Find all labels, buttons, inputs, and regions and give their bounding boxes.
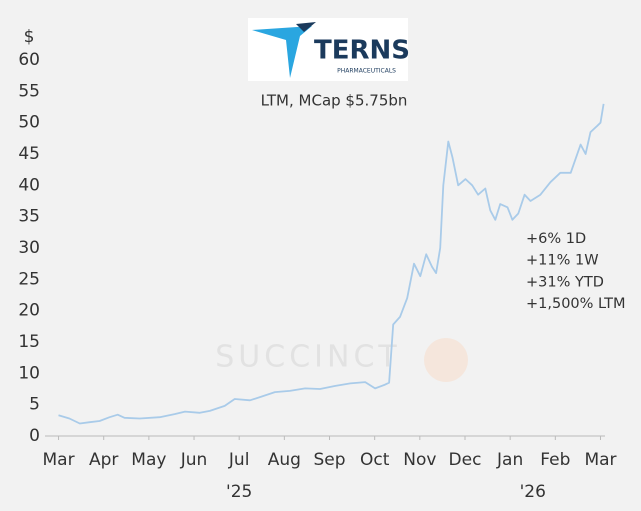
x-tick-label: Dec bbox=[449, 450, 482, 470]
year-label: '26 bbox=[520, 482, 546, 502]
x-tick-label: Sep bbox=[313, 450, 345, 470]
y-tick-label: 20 bbox=[18, 301, 40, 321]
y-tick-label: 35 bbox=[18, 207, 40, 227]
year-label: '25 bbox=[226, 482, 252, 502]
y-tick-label: 0 bbox=[29, 426, 40, 446]
x-tick-label: Jan bbox=[496, 450, 523, 470]
x-tick-label: Nov bbox=[403, 450, 436, 470]
x-tick-label: Apr bbox=[89, 450, 118, 470]
y-tick-label: 40 bbox=[18, 175, 40, 195]
logo-text: TERNS bbox=[314, 36, 410, 66]
x-tick-label: Jun bbox=[180, 450, 208, 470]
price-line bbox=[58, 103, 605, 425]
y-tick-label: 60 bbox=[18, 50, 40, 70]
annotation: +6% 1D bbox=[526, 231, 586, 247]
y-tick-label: 10 bbox=[18, 363, 40, 383]
y-tick-label: 45 bbox=[18, 144, 40, 164]
x-tick-label: May bbox=[131, 450, 166, 470]
y-axis-label: $ bbox=[24, 27, 35, 47]
watermark: SUCCINCT bbox=[215, 340, 400, 375]
x-tick-label: Aug bbox=[268, 450, 301, 470]
watermark-icon bbox=[424, 338, 468, 382]
x-tick-label: Jul bbox=[228, 450, 250, 470]
logo-icon-tip bbox=[296, 22, 316, 32]
x-tick-label: Feb bbox=[540, 450, 570, 470]
y-tick-label: 5 bbox=[29, 395, 40, 415]
y-tick-label: 50 bbox=[18, 113, 40, 133]
y-tick-label: 30 bbox=[18, 238, 40, 258]
annotation: +11% 1W bbox=[526, 253, 599, 269]
annotation: +1,500% LTM bbox=[526, 296, 626, 312]
logo-icon bbox=[252, 26, 312, 78]
x-tick-label: Mar bbox=[584, 450, 616, 470]
y-tick-label: 15 bbox=[18, 332, 40, 352]
x-tick-label: Mar bbox=[43, 450, 75, 470]
annotation: +31% YTD bbox=[526, 274, 604, 290]
subtitle: LTM, MCap $5.75bn bbox=[261, 92, 408, 110]
y-tick-label: 25 bbox=[18, 269, 40, 289]
x-tick-label: Oct bbox=[360, 450, 390, 470]
logo-subtext: PHARMACEUTICALS bbox=[337, 68, 396, 75]
y-tick-label: 55 bbox=[18, 81, 40, 101]
